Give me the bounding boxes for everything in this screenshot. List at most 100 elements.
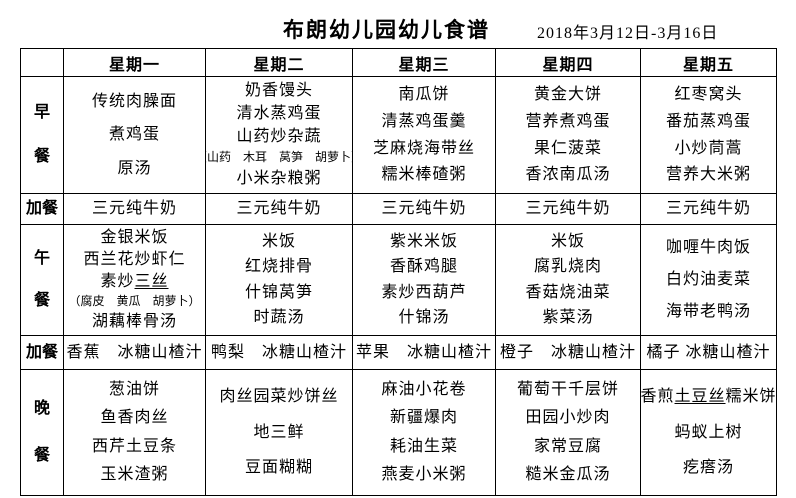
menu-item: 山药炒杂蔬 [236, 128, 322, 146]
menu-cell: 鸭梨 冰糖山楂汁 [205, 335, 353, 370]
menu-item: 清蒸鸡蛋羹 [381, 112, 467, 130]
menu-item: 蚂蚁上树 [674, 423, 743, 441]
day-header: 星期三 [352, 48, 496, 77]
menu-item: 奶香馒头 [244, 82, 313, 100]
meal-label-text: 晚 [33, 399, 50, 417]
menu-item: 营养煮鸡蛋 [525, 112, 611, 130]
menu-item: 传统肉臊面 [91, 92, 177, 110]
menu-item: 果仁菠菜 [533, 139, 602, 157]
menu-cell: 米饭 腐乳烧肉 香菇烧油菜 紫菜汤 [495, 224, 641, 336]
menu-item: 麻油小花卷 [381, 380, 467, 398]
menu-item: 米饭 [550, 232, 585, 250]
meal-label-text: 餐 [33, 447, 50, 465]
date-range: 2018年3月12日-3月16日 [537, 25, 719, 42]
menu-item: 海带老鸭汤 [665, 303, 751, 321]
meal-label: 晚餐 [20, 369, 64, 496]
menu-item: 时蔬汤 [253, 309, 305, 327]
menu-item: 鱼香肉丝 [100, 409, 169, 427]
menu-item: 肉丝园菜炒饼丝 [219, 388, 339, 406]
menu-cell: 香煎土豆丝糯米饼 蚂蚁上树疙瘩汤 [640, 369, 777, 496]
menu-item: 田园小炒肉 [525, 409, 611, 427]
menu-item: 芝麻烧海带丝 [372, 139, 475, 157]
menu-row: 午餐 金银米饭 西兰花炒虾仁 素炒三丝 （腐皮 黄瓜 胡萝卜） 湖藕棒骨汤 米饭 红烧排骨 什锦… [20, 224, 777, 336]
corner-cell [20, 48, 64, 77]
menu-item: 南瓜饼 [398, 86, 450, 104]
menu-item: 红烧排骨 [244, 258, 313, 276]
menu-cell: 葡萄干千层饼 田园小炒肉 家常豆腐 糙米金瓜汤 [495, 369, 641, 496]
menu-item: （山药 木耳 莴笋 胡萝卜） [207, 150, 352, 165]
menu-item: 香酥鸡腿 [389, 258, 458, 276]
day-header: 星期五 [640, 48, 777, 77]
menu-item: 香菇烧油菜 [525, 283, 611, 301]
menu-item: 疙瘩汤 [682, 459, 734, 477]
menu-item: 素炒三丝 [100, 273, 169, 291]
menu-item: 玉米渣粥 [100, 466, 169, 484]
meal-label: 加餐 [20, 335, 64, 370]
menu-item: 地三鲜 [253, 423, 305, 441]
menu-item: 白灼油麦菜 [665, 271, 751, 289]
meal-label-text: 早 [33, 103, 50, 121]
menu-cell: 红枣窝头 番茄蒸鸡蛋 小炒茼蒿 营养大米粥 [640, 76, 777, 194]
menu-cell: 南瓜饼 清蒸鸡蛋羹 芝麻烧海带丝 糯米棒碴粥 [352, 76, 496, 194]
menu-item: 香煎土豆丝糯米饼 [640, 388, 777, 406]
menu-cell: 三元纯牛奶 [640, 193, 777, 225]
day-header: 星期二 [205, 48, 353, 77]
meal-label: 午餐 [20, 224, 64, 336]
menu-item: 什锦汤 [398, 309, 450, 327]
menu-item: 苹果 冰糖山楂汁 [355, 343, 492, 361]
meal-label-text: 餐 [33, 292, 50, 310]
menu-cell: 金银米饭 西兰花炒虾仁 素炒三丝 （腐皮 黄瓜 胡萝卜） 湖藕棒骨汤 [63, 224, 206, 336]
menu-item: 橙子 冰糖山楂汁 [499, 343, 636, 361]
menu-item: 清水蒸鸡蛋 [236, 105, 322, 123]
menu-item: 西芹土豆条 [91, 437, 177, 455]
menu-table: 星期一 星期二 星期三 星期四 星期五 早餐 传统肉臊面煮鸡蛋原汤 奶香馒头清水蒸鸡蛋山药炒… [20, 48, 777, 496]
menu-cell: 三元纯牛奶 [352, 193, 496, 225]
menu-item: 腐乳烧肉 [533, 258, 602, 276]
menu-item: 香蕉 冰糖山楂汁 [66, 343, 203, 361]
menu-item: 原汤 [117, 159, 152, 177]
menu-item: 番茄蒸鸡蛋 [665, 112, 751, 130]
meal-label-text: 加餐 [25, 200, 58, 218]
menu-cell: 咖喱牛肉饭 白灼油麦菜 海带老鸭汤 [640, 224, 777, 336]
menu-item: 红枣窝头 [674, 86, 743, 104]
menu-cell: 传统肉臊面煮鸡蛋原汤 [63, 76, 206, 194]
menu-item: 家常豆腐 [533, 437, 602, 455]
menu-item: 鸭梨 冰糖山楂汁 [210, 343, 347, 361]
day-header-row: 星期一 星期二 星期三 星期四 星期五 [20, 48, 777, 77]
day-header: 星期四 [495, 48, 641, 77]
meal-label-text: 午 [33, 249, 50, 267]
menu-row: 晚餐葱油饼 鱼香肉丝 西芹土豆条 玉米渣粥 肉丝园菜炒饼丝 地三鲜 豆面糊糊 麻油小花卷 新疆爆… [20, 369, 777, 496]
menu-cell: 米饭红烧排骨什锦莴笋时蔬汤 [205, 224, 353, 336]
menu-cell: 麻油小花卷 新疆爆肉 耗油生菜 燕麦小米粥 [352, 369, 496, 496]
menu-cell: 三元纯牛奶 [205, 193, 353, 225]
menu-cell: 香蕉 冰糖山楂汁 [63, 335, 206, 370]
menu-item: 豆面糊糊 [244, 459, 313, 477]
menu-item: 燕麦小米粥 [381, 466, 467, 484]
menu-row: 加餐 香蕉 冰糖山楂汁 鸭梨 冰糖山楂汁 苹果 冰糖山楂汁 橙子 冰糖山楂汁 橘子 冰糖山… [20, 335, 777, 370]
menu-cell: 橘子 冰糖山楂汁 [640, 335, 777, 370]
menu-item: 三元纯牛奶 [525, 200, 611, 218]
menu-item: 湖藕棒骨汤 [91, 313, 177, 330]
day-header: 星期一 [63, 48, 206, 77]
page-title: 布朗幼儿园幼儿食谱 [283, 18, 490, 42]
menu-cell: 肉丝园菜炒饼丝 地三鲜豆面糊糊 [205, 369, 353, 496]
menu-item: 营养大米粥 [665, 166, 751, 184]
menu-item: 糙米金瓜汤 [525, 466, 611, 484]
menu-item: 三元纯牛奶 [665, 200, 751, 218]
menu-cell: 葱油饼 鱼香肉丝 西芹土豆条 玉米渣粥 [63, 369, 206, 496]
menu-cell: 黄金大饼 营养煮鸡蛋 果仁菠菜 香浓南瓜汤 [495, 76, 641, 194]
menu-item: （腐皮 黄瓜 胡萝卜） [68, 294, 201, 309]
menu-item: 三元纯牛奶 [381, 200, 467, 218]
menu-cell: 紫米米饭 香酥鸡腿 素炒西葫芦 什锦汤 [352, 224, 496, 336]
menu-item: 煮鸡蛋 [108, 126, 160, 144]
menu-row: 加餐 三元纯牛奶 三元纯牛奶 三元纯牛奶 三元纯牛奶 三元纯牛奶 [20, 193, 777, 225]
menu-item: 三元纯牛奶 [91, 200, 177, 218]
menu-item: 黄金大饼 [533, 86, 602, 104]
menu-item: 什锦莴笋 [244, 283, 313, 301]
menu-cell: 三元纯牛奶 [63, 193, 206, 225]
menu-item: 米饭 [261, 232, 296, 250]
